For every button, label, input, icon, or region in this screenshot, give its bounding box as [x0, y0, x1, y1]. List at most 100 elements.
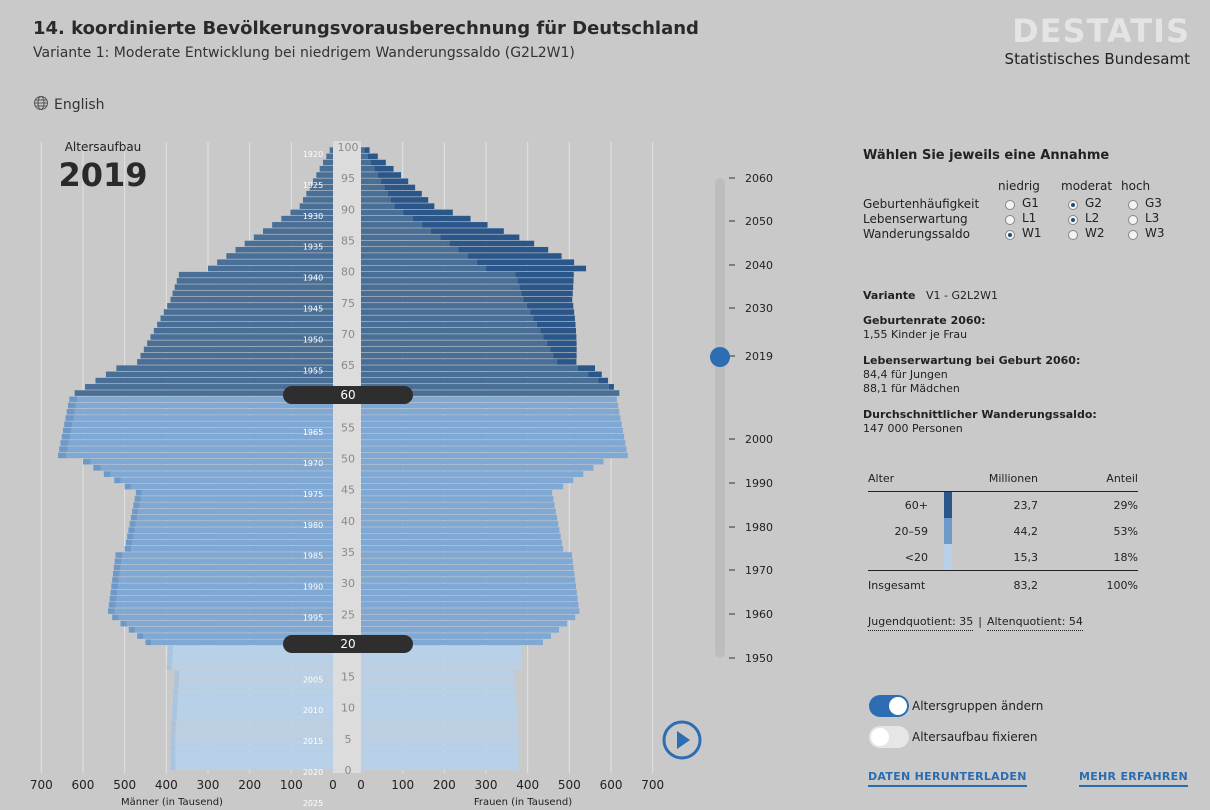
female-bar: [361, 278, 518, 284]
male-bar: [95, 377, 333, 384]
male-surplus-bar: [171, 720, 177, 727]
male-bar: [134, 527, 333, 533]
radio-L3[interactable]: [1128, 215, 1138, 225]
birth-year-tick: 1945: [303, 305, 323, 314]
male-bar: [74, 408, 333, 415]
female-bar: [361, 701, 517, 708]
old-age-ratio[interactable]: Altenquotient: 54: [986, 615, 1083, 631]
age-groups-toggle[interactable]: [869, 695, 909, 717]
female-bar: [361, 465, 594, 471]
female-bar: [361, 240, 450, 247]
table-row: 20–59 44,2 53%: [868, 518, 1138, 544]
row-millions: 15,3: [1013, 550, 1039, 564]
female-bar: [361, 651, 522, 658]
female-bar: [361, 334, 544, 340]
birth-year-tick: 1985: [303, 552, 323, 561]
radio-W3[interactable]: [1128, 230, 1138, 240]
lower-boundary-handle[interactable]: 20: [283, 635, 413, 653]
ratio-separator: |: [978, 615, 982, 628]
radio-L2[interactable]: [1068, 215, 1078, 225]
female-bar: [361, 371, 589, 378]
radio-G2[interactable]: [1068, 200, 1078, 210]
timeline-handle[interactable]: [710, 347, 730, 367]
play-button[interactable]: [662, 720, 702, 760]
radio-W1[interactable]: [1005, 230, 1015, 240]
birth-year-tick: 1930: [303, 212, 323, 221]
assumptions-heading: Wählen Sie jeweils eine Annahme: [863, 148, 1110, 163]
female-bar: [361, 639, 543, 646]
female-bar: [361, 683, 516, 689]
male-bar: [316, 172, 333, 178]
language-switch[interactable]: English: [33, 95, 105, 115]
age-tick: 5: [345, 733, 352, 746]
radio-label-G3: G3: [1145, 196, 1162, 210]
female-surplus-bar: [371, 159, 386, 166]
male-surplus-bar: [103, 471, 111, 477]
male-bar: [309, 184, 333, 191]
radio-G3[interactable]: [1128, 200, 1138, 210]
download-data-link[interactable]: DATEN HERUNTERLADEN: [868, 770, 1027, 787]
male-surplus-bar: [60, 440, 69, 446]
birth-year-tick: 1995: [303, 614, 323, 623]
male-bar: [135, 521, 333, 527]
male-bar: [179, 676, 333, 683]
radio-G1[interactable]: [1005, 200, 1015, 210]
female-bar: [361, 284, 520, 290]
male-bar: [117, 583, 334, 590]
learn-more-link[interactable]: MEHR ERFAHREN: [1078, 770, 1188, 787]
timeline-year: 1950: [745, 652, 773, 665]
female-bar: [361, 340, 547, 347]
radio-W2[interactable]: [1068, 230, 1078, 240]
male-surplus-bar: [133, 502, 140, 509]
birth-year-tick: 1990: [303, 583, 323, 592]
x-tick-left: 300: [197, 778, 220, 792]
female-bar: [361, 589, 577, 596]
age-tick: 40: [341, 515, 355, 528]
age-tick: 75: [341, 297, 355, 310]
radio-L1[interactable]: [1005, 215, 1015, 225]
female-bar: [361, 377, 599, 384]
male-bar: [130, 483, 333, 490]
birth-rate-info: Geburtenrate 2060: 1,55 Kinder je Frau: [863, 314, 986, 342]
male-bar: [105, 371, 333, 378]
male-surplus-bar: [172, 695, 178, 702]
female-bar: [361, 228, 432, 234]
female-bar: [361, 365, 578, 371]
female-bar: [361, 558, 573, 565]
timeline-track[interactable]: [715, 178, 725, 658]
male-bar: [130, 546, 333, 552]
female-bar: [361, 708, 518, 714]
x-tick-right: 200: [433, 778, 456, 792]
x-tick-right: 400: [516, 778, 539, 792]
male-bar: [272, 222, 333, 228]
destatis-logo[interactable]: DESTATIS Statistisches Bundesamt: [1005, 14, 1190, 68]
male-surplus-bar: [108, 602, 116, 608]
female-bar: [361, 246, 459, 253]
upper-boundary-handle[interactable]: 60: [283, 386, 413, 404]
female-bar: [361, 521, 559, 527]
female-surplus-bar: [387, 190, 422, 197]
female-surplus-bar: [391, 197, 429, 203]
x-tick-left: 100: [280, 778, 303, 792]
fix-pyramid-toggle[interactable]: [869, 726, 909, 748]
male-bar: [68, 440, 333, 446]
female-bar: [361, 184, 385, 191]
female-bar: [361, 552, 572, 558]
female-bar: [361, 483, 564, 490]
male-bar: [174, 284, 333, 290]
female-bar: [361, 446, 627, 452]
male-bar: [160, 315, 333, 322]
youth-ratio[interactable]: Jugendquotient: 35: [868, 615, 974, 631]
male-surplus-bar: [134, 496, 141, 502]
female-bar: [361, 670, 515, 677]
male-bar: [73, 415, 333, 421]
age-tick: 80: [341, 266, 355, 279]
female-bar: [361, 633, 551, 639]
female-surplus-bar: [530, 309, 575, 315]
female-surplus-bar: [540, 327, 577, 334]
birth-year-tick: 2025: [303, 799, 323, 808]
birth-year-tick: 2005: [303, 675, 323, 684]
timeline-year: 1970: [745, 564, 773, 577]
female-surplus-bar: [550, 346, 577, 353]
table-row: <20 15,3 18%: [868, 544, 1138, 570]
